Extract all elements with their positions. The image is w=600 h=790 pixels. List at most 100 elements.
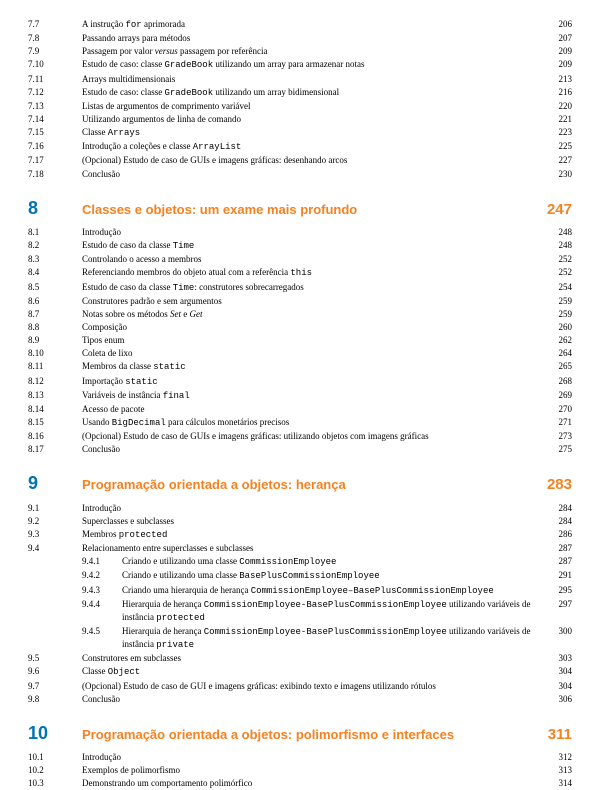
section-title: Introdução a coleções e classe ArrayList: [82, 140, 542, 153]
toc-section-row: 9.5Construtores em subclasses303: [28, 652, 572, 664]
chapter-title: Programação orientada a objetos: herança: [82, 476, 532, 494]
chapter-page: 247: [532, 200, 572, 220]
section-number: 7.14: [28, 113, 82, 125]
section-page: 260: [542, 321, 572, 333]
section-number: 7.8: [28, 32, 82, 44]
toc-subsection-row: 9.4.3Criando uma hierarquia de herança C…: [28, 584, 572, 597]
section-title: (Opcional) Estudo de caso de GUIs e imag…: [82, 430, 542, 442]
section-page: 304: [542, 680, 572, 692]
section-title: Passagem por valor versus passagem por r…: [82, 45, 542, 57]
section-page: 259: [542, 295, 572, 307]
section-title: Acesso de pacote: [82, 403, 542, 415]
section-number: 8.6: [28, 295, 82, 307]
section-title: Classe Object: [82, 665, 542, 678]
section-number: 8.12: [28, 375, 82, 387]
toc-section-row: 7.14Utilizando argumentos de linha de co…: [28, 113, 572, 125]
section-page: 264: [542, 347, 572, 359]
toc-section-row: 8.12Importação static268: [28, 375, 572, 388]
section-number: 9.5: [28, 652, 82, 664]
section-title: Conclusão: [82, 443, 542, 455]
section-page: 284: [542, 515, 572, 527]
section-title: Arrays multidimensionais: [82, 73, 542, 85]
toc-section-row: 7.7A instrução for aprimorada206: [28, 18, 572, 31]
section-number: 10.1: [28, 751, 82, 763]
section-page: 216: [542, 86, 572, 98]
section-number: 8.3: [28, 253, 82, 265]
section-title: Relacionamento entre superclasses e subc…: [82, 542, 542, 554]
toc-section-row: 7.13Listas de argumentos de comprimento …: [28, 100, 572, 112]
section-number: 8.11: [28, 360, 82, 372]
toc-section-row: 7.18Conclusão230: [28, 168, 572, 180]
section-number: 7.16: [28, 140, 82, 152]
section-title: Conclusão: [82, 693, 542, 705]
toc-section-row: 8.9Tipos enum262: [28, 334, 572, 346]
section-number: 9.2: [28, 515, 82, 527]
toc-section-row: 9.8Conclusão306: [28, 693, 572, 705]
section-number: 8.9: [28, 334, 82, 346]
toc-section-row: 10.3Demonstrando um comportamento polimó…: [28, 777, 572, 789]
section-number: 8.4: [28, 266, 82, 278]
section-number: 8.7: [28, 308, 82, 320]
subsection-title: Hierarquia de herança CommissionEmployee…: [122, 625, 542, 651]
section-page: 270: [542, 403, 572, 415]
section-title: Composição: [82, 321, 542, 333]
subsection-number: 9.4.2: [82, 569, 122, 581]
subsection-title: Hierarquia de herança CommissionEmployee…: [122, 598, 542, 624]
section-number: 8.8: [28, 321, 82, 333]
section-title: Tipos enum: [82, 334, 542, 346]
section-number: 7.13: [28, 100, 82, 112]
toc-section-row: 8.7Notas sobre os métodos Set e Get259: [28, 308, 572, 320]
section-page: 248: [542, 239, 572, 251]
toc-section-row: 7.12Estudo de caso: classe GradeBook uti…: [28, 86, 572, 99]
toc-chapter-row: 9Programação orientada a objetos: heranç…: [28, 471, 572, 495]
toc-section-row: 8.14Acesso de pacote270: [28, 403, 572, 415]
toc-section-row: 9.4Relacionamento entre superclasses e s…: [28, 542, 572, 554]
chapter-title: Classes e objetos: um exame mais profund…: [82, 201, 532, 219]
section-number: 7.15: [28, 126, 82, 138]
subsection-number: 9.4.4: [82, 598, 122, 610]
toc-subsection-row: 9.4.5Hierarquia de herança CommissionEmp…: [28, 625, 572, 651]
section-title: Variáveis de instância final: [82, 389, 542, 402]
section-page: 220: [542, 100, 572, 112]
section-title: Referenciando membros do objeto atual co…: [82, 266, 542, 279]
section-page: 269: [542, 389, 572, 401]
section-number: 8.1: [28, 226, 82, 238]
toc-section-row: 9.1Introdução284: [28, 502, 572, 514]
section-number: 8.2: [28, 239, 82, 251]
section-title: (Opcional) Estudo de caso de GUIs e imag…: [82, 154, 542, 166]
toc-section-row: 8.5Estudo de caso da classe Time: constr…: [28, 281, 572, 294]
section-title: A instrução for aprimorada: [82, 18, 542, 31]
section-page: 265: [542, 360, 572, 372]
section-number: 7.12: [28, 86, 82, 98]
toc-chapter-row: 10Programação orientada a objetos: polim…: [28, 721, 572, 745]
section-page: 284: [542, 502, 572, 514]
toc-subsection-row: 9.4.4Hierarquia de herança CommissionEmp…: [28, 598, 572, 624]
toc-section-row: 7.15Classe Arrays223: [28, 126, 572, 139]
toc-section-row: 9.2Superclasses e subclasses284: [28, 515, 572, 527]
toc-section-row: 9.7(Opcional) Estudo de caso de GUI e im…: [28, 680, 572, 692]
section-page: 209: [542, 58, 572, 70]
section-number: 8.14: [28, 403, 82, 415]
toc-section-row: 8.4Referenciando membros do objeto atual…: [28, 266, 572, 279]
toc-section-row: 8.16(Opcional) Estudo de caso de GUIs e …: [28, 430, 572, 442]
section-title: Membros protected: [82, 528, 542, 541]
section-title: Estudo de caso da classe Time: construto…: [82, 281, 542, 294]
section-title: Estudo de caso: classe GradeBook utiliza…: [82, 86, 542, 99]
section-page: 303: [542, 652, 572, 664]
section-page: 312: [542, 751, 572, 763]
section-page: 275: [542, 443, 572, 455]
section-number: 9.8: [28, 693, 82, 705]
section-title: (Opcional) Estudo de caso de GUI e image…: [82, 680, 542, 692]
section-number: 7.17: [28, 154, 82, 166]
section-number: 8.16: [28, 430, 82, 442]
section-page: 271: [542, 416, 572, 428]
toc-chapter-row: 8Classes e objetos: um exame mais profun…: [28, 196, 572, 220]
section-page: 287: [542, 542, 572, 554]
section-number: 8.17: [28, 443, 82, 455]
section-title: Exemplos de polimorfismo: [82, 764, 542, 776]
section-page: 209: [542, 45, 572, 57]
section-title: Introdução: [82, 502, 542, 514]
section-title: Utilizando argumentos de linha de comand…: [82, 113, 542, 125]
section-number: 9.1: [28, 502, 82, 514]
table-of-contents: 7.7A instrução for aprimorada2067.8Passa…: [28, 18, 572, 790]
